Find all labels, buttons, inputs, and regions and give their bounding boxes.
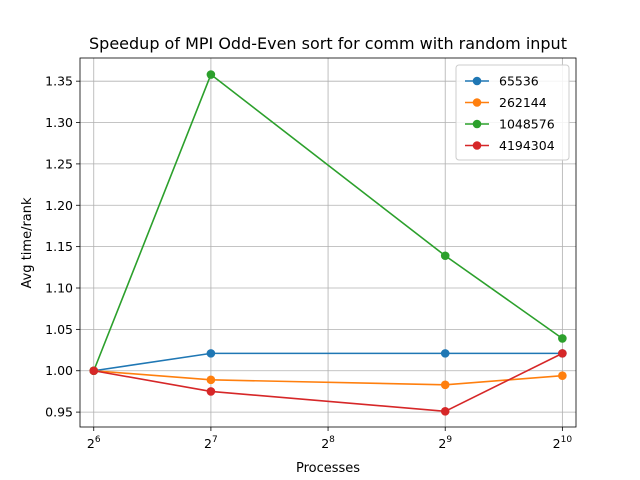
y-tick-label: 1.20 [45,198,73,213]
data-point [89,366,99,376]
data-point [440,349,450,358]
y-axis-label: Avg time/rank [20,197,35,289]
x-tick-label: 210 [553,435,573,451]
series-4194304 [89,349,567,416]
legend: 65536 262144 1048576 4194304 [455,64,570,161]
series-line [93,73,563,372]
legend-label: 4194304 [499,138,555,153]
y-tick-label: 1.30 [45,115,73,130]
y-tick-label: 1.35 [45,74,73,89]
y-tick-label: 1.15 [45,239,73,254]
grid [80,58,576,427]
data-point [558,349,567,358]
legend-label: 65536 [499,74,539,89]
y-tick-label: 1.05 [45,322,73,337]
y-tick-label: 1.00 [45,363,73,378]
series-line [93,352,563,372]
data-point [558,334,567,343]
legend-item: 4194304 [465,138,555,153]
legend-item: 65536 [465,74,539,89]
data-point [206,70,216,79]
legend-label: 262144 [499,95,547,110]
series-line [93,369,563,386]
x-tick-label: 29 [438,435,452,451]
x-axis: 26 27 28 29 210 [87,427,572,451]
legend-marker [472,98,482,107]
series-layer [89,70,567,416]
y-axis: 0.95 1.00 1.05 1.10 1.15 1.20 1.25 1.30 1.35 [45,74,80,420]
legend-box [455,64,570,161]
y-tick-label: 0.95 [45,405,73,420]
x-tick-label: 27 [204,435,218,451]
data-point [440,251,450,261]
chart-title: Speedup of MPI Odd-Even sort for comm wi… [89,34,567,53]
series-line [93,352,563,413]
x-axis-label: Processes [296,461,360,476]
y-tick-label: 1.10 [45,281,73,296]
legend-marker [472,119,482,129]
legend-item: 1048576 [465,117,555,132]
data-point [206,375,216,385]
y-tick-label: 1.25 [45,156,73,171]
data-point [440,380,450,390]
legend-marker [472,76,482,86]
legend-marker [472,141,482,150]
data-point [440,406,450,416]
data-point [206,387,216,396]
x-tick-label: 26 [87,435,101,451]
data-point [206,349,216,358]
legend-label: 1048576 [499,117,555,132]
data-point [558,371,567,381]
x-tick-label: 28 [321,435,335,451]
legend-item: 262144 [465,95,547,110]
